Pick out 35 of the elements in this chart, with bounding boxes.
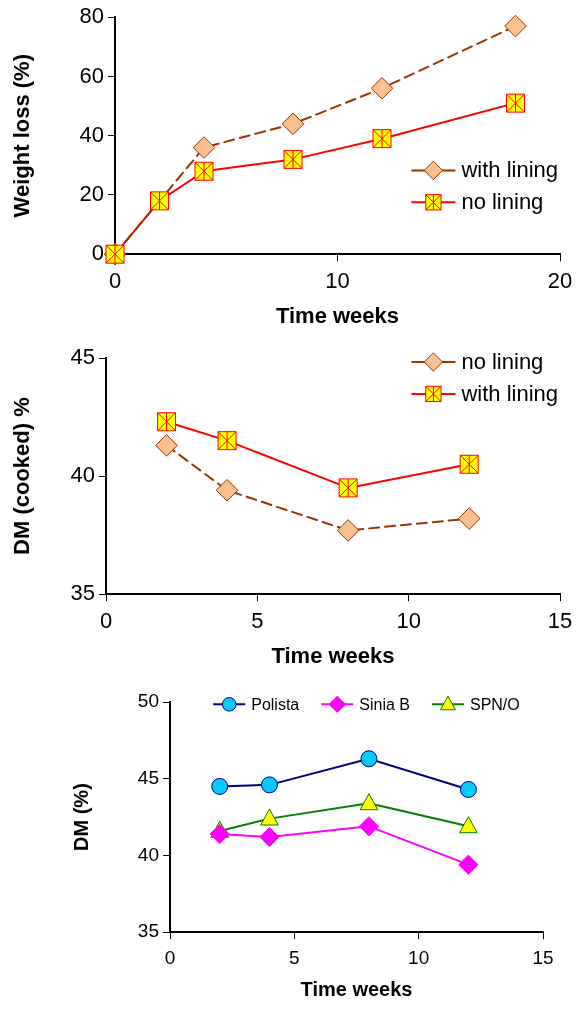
legend-label: Polista [251, 695, 300, 713]
x-tick-label: 10 [325, 268, 350, 294]
y-axis-title: DM (%) [69, 783, 92, 851]
legend-label: no lining [461, 189, 544, 215]
legend-label: SPN/O [469, 695, 520, 713]
x-tick-label: 10 [396, 608, 421, 634]
legend-label: with lining [460, 380, 558, 406]
y-tick-label: 40 [79, 121, 104, 147]
y-tick-label: 40 [137, 843, 159, 865]
x-tick-label: 0 [164, 946, 176, 968]
y-tick-label: 35 [137, 920, 159, 942]
x-tick-label: 10 [408, 946, 430, 968]
x-tick-label: 15 [532, 946, 554, 968]
y-tick-label: 20 [79, 181, 104, 207]
y-tick-label: 40 [70, 462, 95, 488]
x-axis-title: Time weeks [275, 302, 400, 328]
x-axis-title: Time weeks [300, 977, 413, 1000]
legend-label: no lining [461, 349, 544, 375]
x-tick-label: 20 [547, 268, 573, 294]
y-tick-label: 35 [70, 580, 95, 606]
x-tick-label: 15 [547, 608, 573, 634]
x-axis-title: Time weeks [271, 642, 395, 668]
x-tick-label: 0 [108, 268, 122, 294]
x-tick-label: 5 [251, 608, 264, 634]
x-tick-label: 5 [289, 946, 300, 968]
y-axis-title: Weight loss (%) [9, 54, 35, 218]
legend-label: Sinia B [359, 695, 410, 713]
legend-label: with lining [460, 157, 558, 183]
y-tick-label: 80 [79, 3, 104, 29]
y-axis-title: DM (cooked) % [9, 397, 35, 555]
y-tick-label: 50 [137, 690, 159, 712]
y-tick-label: 45 [137, 766, 159, 788]
y-tick-label: 45 [70, 344, 95, 370]
y-tick-label: 0 [91, 240, 104, 266]
y-tick-label: 60 [79, 62, 104, 88]
